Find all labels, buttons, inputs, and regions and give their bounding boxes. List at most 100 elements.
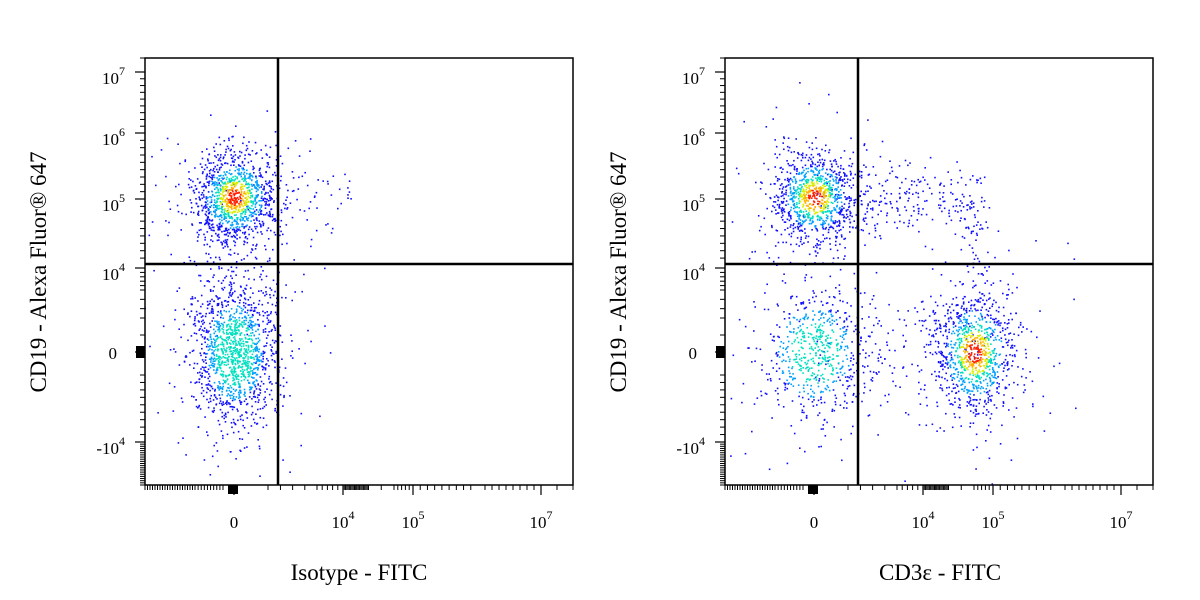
event-dot — [197, 236, 199, 238]
event-dot — [1012, 360, 1014, 362]
event-dot — [862, 365, 864, 367]
event-dot — [976, 446, 978, 449]
event-dot — [244, 204, 246, 206]
event-dot — [165, 220, 167, 222]
event-dot — [979, 228, 981, 230]
event-dot — [977, 309, 979, 312]
event-dot — [835, 189, 838, 192]
event-dot — [792, 316, 795, 319]
event-dot — [198, 191, 200, 194]
event-dot — [229, 319, 231, 322]
event-dot — [979, 301, 981, 303]
event-dot — [221, 203, 223, 206]
event-dot — [992, 368, 994, 371]
event-dot — [996, 320, 999, 323]
event-dot — [213, 195, 216, 198]
event-dot — [220, 337, 223, 340]
event-dot — [243, 378, 245, 381]
event-dot — [989, 378, 992, 380]
event-dot — [210, 168, 212, 171]
event-dot — [967, 323, 970, 325]
event-dot — [252, 321, 254, 323]
event-dot — [981, 228, 984, 230]
event-dot — [1032, 405, 1034, 408]
event-dot — [223, 177, 225, 180]
event-dot — [965, 227, 967, 229]
event-dot — [977, 179, 979, 182]
event-dot — [971, 383, 974, 386]
event-dot — [234, 324, 236, 327]
event-dot — [303, 273, 305, 276]
event-dot — [218, 363, 221, 366]
event-dot — [778, 326, 781, 328]
event-dot — [232, 199, 235, 202]
event-dot — [822, 163, 824, 166]
event-dot — [273, 218, 275, 220]
event-dot — [235, 351, 238, 353]
event-dot — [982, 387, 984, 389]
event-dot — [216, 224, 218, 227]
event-dot — [795, 138, 797, 140]
event-dot — [245, 361, 248, 364]
event-dot — [224, 381, 227, 384]
event-dot — [972, 286, 974, 289]
event-dot — [250, 228, 253, 231]
event-dot — [256, 342, 258, 345]
event-dot — [828, 389, 831, 392]
event-dot — [785, 241, 788, 244]
event-dot — [829, 175, 831, 178]
event-dot — [224, 277, 226, 279]
event-dot — [240, 342, 242, 345]
event-dot — [249, 373, 251, 375]
event-dot — [801, 223, 804, 225]
event-dot — [238, 302, 241, 304]
event-dot — [951, 377, 954, 379]
event-dot — [842, 216, 845, 219]
event-dot — [994, 336, 997, 339]
event-dot — [236, 349, 239, 352]
event-dot — [222, 323, 224, 326]
event-dot — [966, 321, 968, 324]
event-dot — [844, 312, 846, 314]
event-dot — [226, 395, 228, 397]
event-dot — [258, 359, 260, 362]
event-dot — [238, 202, 240, 205]
event-dot — [213, 350, 215, 352]
event-dot — [782, 241, 784, 244]
event-dot — [209, 257, 212, 259]
event-dot — [202, 360, 205, 363]
event-dot — [1001, 346, 1004, 348]
event-dot — [235, 232, 237, 234]
event-dot — [206, 338, 209, 340]
event-dot — [946, 335, 948, 338]
event-dot — [257, 369, 259, 371]
event-dot — [831, 210, 833, 212]
event-dot — [217, 336, 220, 339]
event-dot — [222, 222, 224, 225]
event-dot — [975, 385, 977, 387]
event-dot — [956, 161, 958, 163]
event-dot — [979, 387, 982, 390]
event-dot — [797, 227, 800, 229]
event-dot — [229, 397, 232, 399]
event-dot — [224, 241, 226, 244]
event-dot — [266, 162, 269, 164]
event-dot — [267, 182, 270, 184]
event-dot — [946, 312, 949, 315]
event-dot — [241, 197, 243, 200]
event-dot — [250, 195, 252, 197]
event-dot — [259, 199, 261, 202]
event-dot — [214, 390, 216, 392]
event-dot — [939, 323, 941, 326]
event-dot — [843, 220, 845, 222]
event-dot — [968, 381, 971, 384]
event-dot — [230, 173, 232, 176]
event-dot — [216, 181, 218, 184]
event-dot — [838, 179, 840, 182]
event-dot — [938, 351, 940, 353]
event-dot — [252, 342, 254, 344]
event-dot — [839, 194, 841, 197]
event-dot — [243, 334, 246, 336]
event-dot — [871, 377, 874, 379]
event-dot — [203, 196, 205, 198]
